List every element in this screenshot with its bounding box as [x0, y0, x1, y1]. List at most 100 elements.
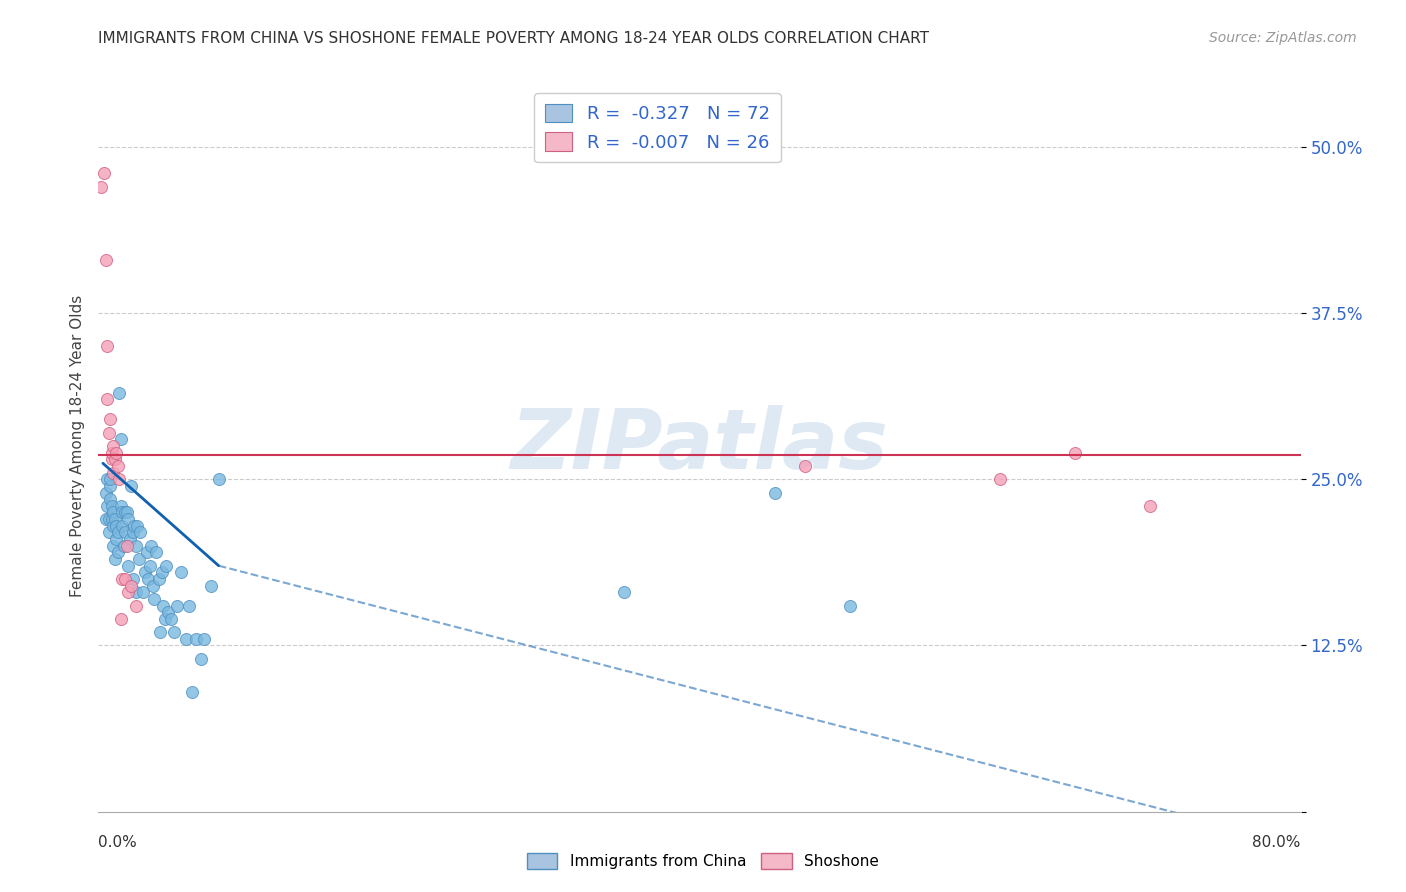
Point: [128, 552, 150, 566]
Point: [988, 472, 1011, 486]
Point: [94, 512, 117, 526]
Point: [103, 466, 125, 480]
Point: [110, 499, 132, 513]
Point: [115, 539, 138, 553]
Point: [101, 499, 124, 513]
Point: [107, 525, 129, 540]
Point: [121, 479, 143, 493]
Point: [100, 412, 122, 426]
Point: [122, 572, 145, 586]
Point: [117, 585, 139, 599]
Point: [156, 605, 179, 619]
Point: [93, 166, 115, 180]
Point: [96, 339, 118, 353]
Text: ZIPatlas: ZIPatlas: [510, 406, 889, 486]
Point: [148, 572, 170, 586]
Point: [125, 585, 148, 599]
Point: [97, 525, 120, 540]
Point: [104, 452, 127, 467]
Point: [170, 566, 193, 580]
Point: [107, 458, 129, 473]
Point: [90, 179, 112, 194]
Point: [94, 252, 117, 267]
Point: [104, 512, 127, 526]
Point: [100, 479, 122, 493]
Point: [110, 433, 132, 447]
Point: [114, 572, 136, 586]
Point: [114, 506, 136, 520]
Point: [184, 632, 207, 646]
Point: [118, 532, 141, 546]
Point: [101, 452, 124, 467]
Point: [136, 572, 159, 586]
Point: [111, 572, 134, 586]
Point: [838, 599, 860, 613]
Point: [103, 506, 125, 520]
Point: [96, 472, 118, 486]
Point: [108, 385, 131, 400]
Legend: Immigrants from China, Shoshone: Immigrants from China, Shoshone: [520, 847, 886, 875]
Point: [122, 525, 145, 540]
Point: [193, 632, 215, 646]
Point: [103, 439, 125, 453]
Point: [145, 545, 167, 559]
Point: [155, 558, 177, 573]
Point: [159, 612, 181, 626]
Point: [174, 632, 197, 646]
Point: [166, 599, 188, 613]
Point: [96, 392, 118, 407]
Point: [138, 558, 160, 573]
Point: [613, 585, 636, 599]
Point: [111, 518, 134, 533]
Point: [96, 499, 118, 513]
Legend: R =  -0.327   N = 72, R =  -0.007   N = 26: R = -0.327 N = 72, R = -0.007 N = 26: [534, 93, 780, 162]
Point: [132, 585, 155, 599]
Point: [114, 525, 136, 540]
Point: [100, 492, 122, 507]
Point: [763, 485, 786, 500]
Text: 80.0%: 80.0%: [1253, 836, 1301, 850]
Point: [125, 599, 148, 613]
Point: [200, 579, 222, 593]
Point: [153, 612, 176, 626]
Point: [108, 472, 131, 486]
Point: [1139, 499, 1161, 513]
Point: [97, 512, 120, 526]
Point: [115, 506, 138, 520]
Point: [152, 599, 174, 613]
Point: [110, 612, 132, 626]
Point: [149, 625, 172, 640]
Point: [180, 685, 202, 699]
Point: [190, 652, 212, 666]
Point: [208, 472, 231, 486]
Point: [139, 539, 162, 553]
Point: [101, 512, 124, 526]
Point: [105, 532, 128, 546]
Point: [101, 445, 124, 459]
Point: [162, 625, 184, 640]
Point: [129, 525, 152, 540]
Y-axis label: Female Poverty Among 18-24 Year Olds: Female Poverty Among 18-24 Year Olds: [69, 295, 84, 597]
Point: [107, 545, 129, 559]
Point: [104, 552, 127, 566]
Point: [141, 579, 163, 593]
Point: [103, 539, 125, 553]
Point: [100, 472, 122, 486]
Point: [177, 599, 200, 613]
Point: [793, 458, 815, 473]
Point: [105, 445, 128, 459]
Point: [112, 539, 135, 553]
Point: [1064, 445, 1087, 459]
Text: 0.0%: 0.0%: [98, 836, 138, 850]
Point: [124, 518, 146, 533]
Point: [127, 518, 149, 533]
Point: [135, 545, 157, 559]
Point: [94, 485, 117, 500]
Point: [121, 579, 143, 593]
Point: [105, 518, 128, 533]
Point: [143, 591, 166, 606]
Point: [103, 518, 125, 533]
Text: IMMIGRANTS FROM CHINA VS SHOSHONE FEMALE POVERTY AMONG 18-24 YEAR OLDS CORRELATI: IMMIGRANTS FROM CHINA VS SHOSHONE FEMALE…: [98, 31, 929, 46]
Point: [117, 558, 139, 573]
Point: [125, 539, 148, 553]
